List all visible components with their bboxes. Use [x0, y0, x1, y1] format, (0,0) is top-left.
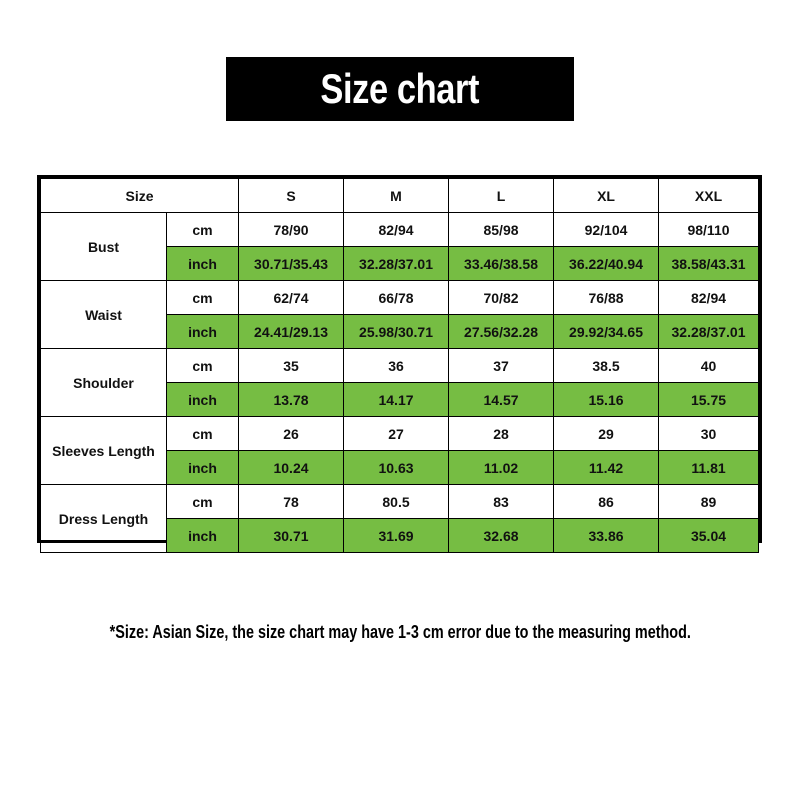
value-cell: 11.81	[658, 450, 759, 485]
header-size-xl: XL	[553, 178, 660, 213]
header-size-xxl: XXL	[658, 178, 759, 213]
table-row: inch 13.78 14.17 14.57 15.16 15.75	[41, 382, 759, 417]
unit-label: cm	[165, 416, 240, 451]
unit-label: cm	[165, 212, 240, 247]
table-row: Waist cm 62/74 66/78 70/82 76/88 82/94	[40, 280, 759, 349]
value-cell: 66/78	[343, 280, 450, 315]
value-cell: 40	[658, 348, 759, 383]
value-cell: 32.28/37.01	[658, 314, 759, 349]
value-cell: 33.46/38.58	[448, 246, 555, 281]
size-chart-table: Size S M L XL XXL Bust cm 78/90 82/94 85/98 92/104 9…	[37, 175, 762, 553]
value-cell: 32.68	[448, 518, 555, 553]
table-row: inch 10.24 10.63 11.02 11.42 11.81	[41, 450, 759, 485]
value-cell: 31.69	[343, 518, 450, 553]
value-cell: 13.78	[238, 382, 345, 417]
value-cell: 27	[343, 416, 450, 451]
header-size-l: L	[448, 178, 555, 213]
value-cell: 30	[658, 416, 759, 451]
value-cell: 80.5	[343, 484, 450, 519]
value-cell: 36.22/40.94	[553, 246, 660, 281]
measurement-label: Bust	[40, 212, 167, 281]
value-cell: 85/98	[448, 212, 555, 247]
unit-label: inch	[165, 518, 240, 553]
footnote: *Size: Asian Size, the size chart may ha…	[0, 622, 800, 643]
unit-label: inch	[165, 450, 240, 485]
measurement-label: Sleeves Length	[40, 416, 167, 485]
page-title: Size chart	[320, 65, 480, 112]
value-cell: 38.5	[553, 348, 660, 383]
header-size-s: S	[238, 178, 345, 213]
unit-label: cm	[165, 348, 240, 383]
value-cell: 11.02	[448, 450, 555, 485]
header-size-label: Size	[39, 178, 240, 213]
value-cell: 15.16	[553, 382, 660, 417]
value-cell: 26	[238, 416, 345, 451]
unit-label: inch	[165, 382, 240, 417]
value-cell: 25.98/30.71	[343, 314, 450, 349]
value-cell: 83	[448, 484, 555, 519]
value-cell: 76/88	[553, 280, 660, 315]
unit-label: cm	[165, 484, 240, 519]
value-cell: 62/74	[238, 280, 345, 315]
value-cell: 37	[448, 348, 555, 383]
unit-label: cm	[165, 280, 240, 315]
value-cell: 24.41/29.13	[238, 314, 345, 349]
table-row: Sleeves Length cm 26 27 28 29 30	[40, 416, 759, 485]
value-cell: 30.71	[238, 518, 345, 553]
value-cell: 35	[238, 348, 345, 383]
value-cell: 10.24	[238, 450, 345, 485]
table-row: inch 30.71/35.43 32.28/37.01 33.46/38.58 36.…	[41, 246, 759, 281]
value-cell: 70/82	[448, 280, 555, 315]
value-cell: 11.42	[553, 450, 660, 485]
value-cell: 33.86	[553, 518, 660, 553]
measurement-label: Dress Length	[40, 484, 167, 553]
title-banner: Size chart	[226, 57, 574, 121]
value-cell: 82/94	[343, 212, 450, 247]
value-cell: 27.56/32.28	[448, 314, 555, 349]
value-cell: 98/110	[658, 212, 759, 247]
value-cell: 35.04	[658, 518, 759, 553]
value-cell: 32.28/37.01	[343, 246, 450, 281]
value-cell: 29.92/34.65	[553, 314, 660, 349]
table-row: Dress Length cm 78 80.5 83 86 89	[40, 484, 759, 553]
table-row: Shoulder cm 35 36 37 38.5 40	[40, 348, 759, 417]
unit-label: inch	[165, 314, 240, 349]
value-cell: 86	[553, 484, 660, 519]
value-cell: 14.57	[448, 382, 555, 417]
value-cell: 14.17	[343, 382, 450, 417]
value-cell: 38.58/43.31	[658, 246, 759, 281]
table-row: inch 24.41/29.13 25.98/30.71 27.56/32.28 29.…	[41, 314, 759, 349]
value-cell: 15.75	[658, 382, 759, 417]
value-cell: 30.71/35.43	[238, 246, 345, 281]
footnote-text: *Size: Asian Size, the size chart may ha…	[109, 622, 691, 642]
measurement-label: Waist	[40, 280, 167, 349]
value-cell: 36	[343, 348, 450, 383]
value-cell: 92/104	[553, 212, 660, 247]
unit-label: inch	[165, 246, 240, 281]
header-size-m: M	[343, 178, 450, 213]
value-cell: 78	[238, 484, 345, 519]
measurement-label: Shoulder	[40, 348, 167, 417]
value-cell: 82/94	[658, 280, 759, 315]
value-cell: 89	[658, 484, 759, 519]
value-cell: 29	[553, 416, 660, 451]
value-cell: 28	[448, 416, 555, 451]
header-row: Size S M L XL XXL	[39, 178, 759, 213]
table-row: Bust cm 78/90 82/94 85/98 92/104 98/110	[40, 212, 759, 281]
value-cell: 78/90	[238, 212, 345, 247]
value-cell: 10.63	[343, 450, 450, 485]
table-row: inch 30.71 31.69 32.68 33.86 35.04	[41, 518, 759, 553]
